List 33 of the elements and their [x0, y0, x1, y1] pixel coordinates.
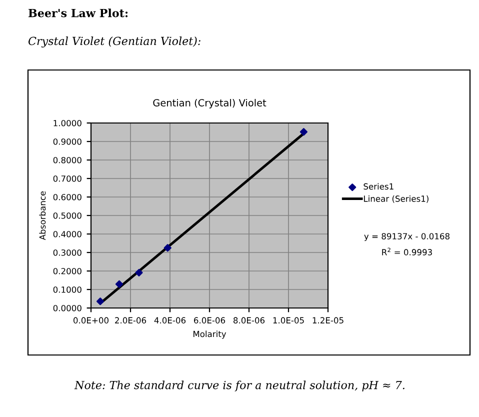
legend-label: Linear (Series1) — [364, 195, 428, 203]
x-axis-title: Molarity — [193, 330, 226, 339]
y-tick-label: 1.0000 — [54, 120, 82, 126]
x-tick-label: 4.0E-06 — [154, 317, 186, 324]
x-tick-label: 8.0E-06 — [234, 317, 265, 324]
y-tick-label: 0.8000 — [53, 156, 82, 164]
x-tick-label: 1.2E-05 — [312, 317, 344, 324]
x-tick-label: 0.0E+00 — [73, 317, 108, 324]
text: Crystal Violet (Gentian Violet): — [28, 36, 200, 48]
chart-title: Gentian (Crystal) Violet — [153, 98, 266, 108]
point — [96, 298, 104, 306]
text: Beer's Law Plot: — [28, 8, 128, 18]
x-tick-label: 6.0E-06 — [194, 317, 226, 324]
text: y = 89137x - 0.0168 — [364, 233, 450, 242]
y-tick-label: 0.1000 — [53, 286, 82, 293]
point — [300, 128, 308, 136]
x-tick-label: 1.0E-05 — [273, 317, 304, 324]
y-tick-label: 0.5000 — [53, 212, 82, 219]
point — [135, 268, 143, 276]
y-tick-label: 0.6000 — [53, 194, 82, 200]
y-tick-label: 0.3000 — [53, 249, 82, 256]
y-tick-label: 0.9000 — [53, 138, 82, 145]
text: Note: The standard curve is for a neutral solution, pH ≈ 7. — [74, 380, 404, 392]
legend-label: Series1 — [364, 183, 394, 190]
text: R$^{2}$ = 0.9993 — [382, 248, 432, 256]
y-tick-label: 0.7000 — [53, 175, 82, 182]
point — [115, 280, 124, 288]
y-tick-label: 0.0000 — [53, 304, 82, 312]
y-tick-label: 0.4000 — [53, 230, 82, 238]
x-tick-label: 2.0E-06 — [115, 317, 146, 324]
y-axis-title: Absorbance — [39, 191, 46, 240]
point — [164, 244, 172, 252]
y-tick-label: 0.2000 — [53, 268, 82, 274]
